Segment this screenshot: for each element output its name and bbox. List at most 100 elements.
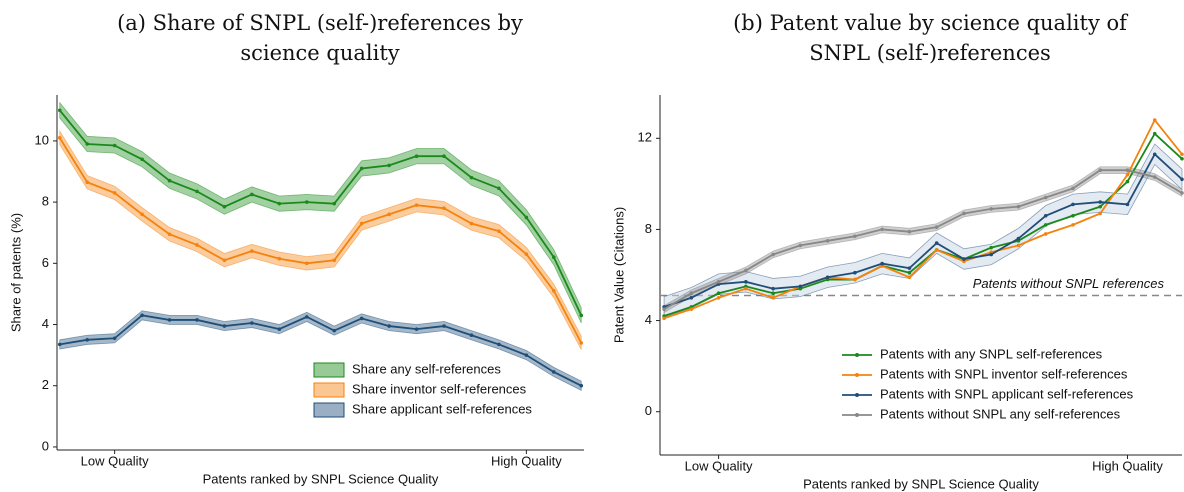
y-tick-label: 0 — [42, 438, 49, 453]
marker — [771, 252, 775, 257]
marker — [304, 200, 309, 204]
confidence-band — [663, 166, 1183, 314]
marker — [853, 270, 857, 275]
marker — [277, 201, 282, 206]
marker — [167, 318, 172, 322]
chart-title: (b) Patent value by science quality of S… — [733, 11, 1127, 65]
marker — [880, 261, 884, 266]
marker — [962, 211, 966, 216]
x-tick-label: Low Quality — [81, 453, 149, 468]
marker — [524, 353, 529, 357]
legend-label: Patents with any SNPL self-references — [880, 346, 1103, 361]
marker — [304, 315, 309, 319]
marker — [332, 328, 337, 333]
marker — [497, 229, 501, 233]
marker — [744, 268, 748, 273]
marker — [1043, 195, 1048, 200]
marker — [140, 212, 144, 217]
legend-marker — [855, 373, 859, 377]
marker — [1098, 211, 1103, 216]
marker — [497, 186, 501, 191]
legend-swatch — [313, 382, 345, 398]
marker — [222, 204, 227, 209]
marker — [716, 291, 721, 296]
marker — [195, 189, 199, 194]
marker — [662, 307, 666, 311]
marker — [250, 321, 254, 325]
legend-marker — [855, 413, 859, 417]
line — [663, 118, 1183, 320]
x-tick-label: Low Quality — [685, 458, 753, 473]
marker — [853, 277, 857, 282]
marker — [332, 201, 337, 206]
marker — [771, 291, 775, 296]
marker — [414, 203, 419, 207]
confidence-band — [59, 310, 582, 391]
marker — [140, 313, 144, 318]
marker — [744, 280, 748, 284]
legend-label: Share applicant self-references — [352, 401, 532, 416]
marker — [962, 257, 966, 261]
marker — [497, 342, 501, 347]
reference-label: Patents without SNPL references — [973, 276, 1165, 291]
marker — [1043, 213, 1048, 218]
marker — [552, 289, 556, 293]
marker — [907, 270, 912, 275]
marker — [1152, 131, 1157, 136]
marker — [1180, 156, 1184, 161]
marker — [989, 245, 993, 250]
y-tick-label: 12 — [638, 130, 652, 145]
marker — [57, 136, 62, 140]
marker — [332, 258, 337, 263]
marker — [442, 154, 446, 159]
marker — [1071, 213, 1075, 218]
marker — [907, 266, 912, 270]
marker — [1071, 202, 1075, 207]
marker — [552, 255, 556, 259]
marker — [1016, 243, 1021, 248]
marker — [442, 324, 446, 328]
marker — [167, 232, 172, 237]
marker — [689, 291, 694, 296]
line — [663, 169, 1183, 310]
marker — [1125, 202, 1130, 207]
marker — [579, 383, 584, 388]
y-tick-label: 8 — [645, 221, 652, 236]
marker — [469, 175, 474, 180]
legend-label: Share inventor self-references — [352, 381, 527, 396]
marker — [689, 307, 694, 311]
marker — [907, 275, 912, 280]
marker — [112, 191, 117, 195]
marker — [250, 249, 254, 253]
marker — [222, 324, 227, 328]
marker — [167, 178, 172, 183]
marker — [1125, 172, 1130, 177]
marker — [277, 256, 282, 261]
marker — [1180, 191, 1184, 195]
marker — [85, 180, 89, 185]
y-tick-label: 4 — [42, 316, 49, 331]
marker — [414, 327, 419, 331]
legend-marker — [855, 393, 859, 397]
marker — [524, 252, 529, 256]
marker — [798, 284, 803, 289]
legend-label: Patents without SNPL any self-references — [880, 406, 1121, 421]
marker — [934, 241, 939, 245]
marker — [222, 258, 227, 263]
marker — [907, 229, 912, 234]
marker — [579, 341, 584, 345]
marker — [1098, 204, 1103, 209]
legend-marker — [855, 353, 859, 357]
confidence-band — [59, 101, 582, 324]
marker — [304, 261, 309, 266]
marker — [442, 206, 446, 211]
y-tick-label: 8 — [42, 194, 49, 209]
marker — [825, 275, 830, 280]
marker — [1180, 177, 1184, 182]
marker — [662, 316, 666, 321]
marker — [57, 342, 62, 347]
marker — [880, 227, 884, 232]
marker — [387, 163, 391, 168]
confidence-band — [59, 129, 582, 350]
legend-label: Patents with SNPL applicant self-referen… — [880, 386, 1134, 401]
